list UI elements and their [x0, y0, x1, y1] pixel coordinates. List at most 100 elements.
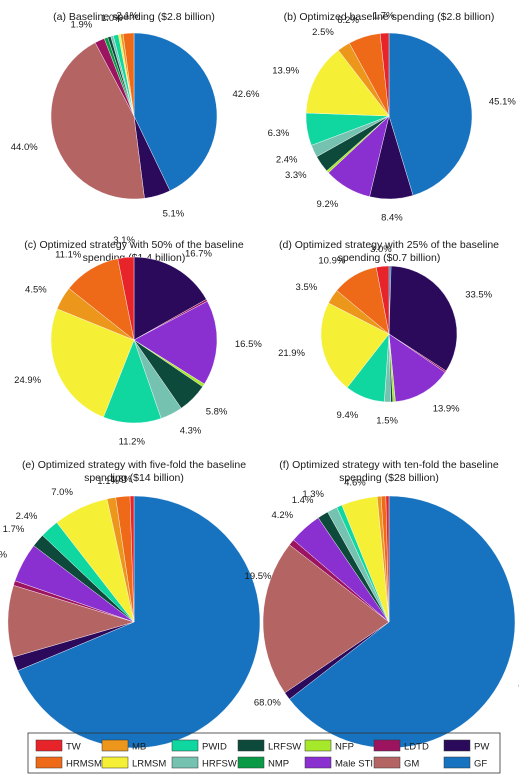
slice-label: 68.0%	[254, 697, 281, 708]
pie-slice-gf	[388, 32, 473, 196]
legend-label-nfp: NFP	[335, 742, 354, 753]
slice-label: 1.4%	[292, 495, 314, 506]
legend-label-male-sti: Male STI	[335, 759, 373, 770]
slice-label: 7.0%	[51, 487, 73, 498]
pie-slice-hrmsm	[122, 32, 135, 117]
slice-label: 1.0%	[101, 13, 123, 24]
legend-swatch-hrfsw	[171, 756, 199, 769]
legend-label-pwid: PWID	[202, 742, 227, 753]
pie-chart-4: (d) Optimized strategy with 25% of the b…	[278, 239, 499, 427]
slice-label: 13.9%	[433, 404, 460, 415]
legend-swatch-gm	[373, 756, 401, 769]
slice-label: 13.9%	[272, 65, 299, 76]
legend-label-hrmsm: HRMSM	[66, 759, 102, 770]
legend-swatch-mb	[101, 739, 129, 752]
pie-slice-tw	[375, 265, 390, 335]
legend: TW MB PWID LRFSW NFP LDTD PW HRMSM LRMSM HRFSW NMP…	[27, 732, 501, 774]
slice-label: 44.0%	[11, 142, 38, 153]
slice-label: 19.5%	[245, 571, 272, 582]
legend-label-pw: PW	[474, 742, 489, 753]
legend-swatch-lrfsw	[237, 739, 265, 752]
slice-label: 2.1%	[116, 11, 138, 22]
legend-box	[27, 732, 501, 774]
legend-swatch-nmp	[237, 756, 265, 769]
chart-title: spending ($14 billion)	[84, 472, 184, 484]
legend-swatch-pwid	[171, 739, 199, 752]
slice-label: 1.5%	[376, 416, 398, 427]
legend-swatch-pw	[443, 739, 471, 752]
slice-label: 3.3%	[285, 170, 307, 181]
slice-label: 4.2%	[271, 510, 293, 521]
chart-title: spending ($0.7 billion)	[338, 252, 441, 264]
slice-label: 6.3%	[268, 128, 290, 139]
pie-slice-lrmsm	[320, 302, 390, 388]
legend-label-mb: MB	[132, 742, 146, 753]
pie-slice-gf	[289, 495, 516, 749]
slice-label: 24.9%	[14, 375, 41, 386]
pie-chart-6: (f) Optimized strategy with ten-fold the…	[262, 459, 519, 749]
legend-swatch-hrmsm	[35, 756, 63, 769]
slice-label: 1.8%	[110, 474, 132, 485]
legend-swatch-tw	[35, 739, 63, 752]
pie-slice-gf	[133, 32, 218, 192]
pie-slice-gm	[262, 544, 390, 694]
slice-label: 11.2%	[119, 437, 146, 448]
legend-swatch-male-sti	[304, 756, 332, 769]
pie-slice-pw	[388, 265, 458, 372]
slice-label: 2.5%	[312, 27, 334, 38]
slice-label: 10.9%	[318, 255, 345, 266]
legend-swatch-gf	[443, 756, 471, 769]
slice-label: 11.1%	[55, 249, 82, 260]
slice-label: 1.9%	[71, 20, 93, 31]
pie-slice-gm	[50, 42, 145, 200]
pie-slice-male-sti	[388, 333, 446, 402]
legend-swatch-ldtd	[373, 739, 401, 752]
slice-label: 3.5%	[296, 282, 318, 293]
slice-label: 5.1%	[163, 208, 185, 219]
chart-title: (e) Optimized strategy with five-fold th…	[22, 459, 246, 471]
legend-label-nmp: NMP	[268, 759, 289, 770]
slice-label: 3.0%	[370, 244, 392, 255]
chart-title: (c) Optimized strategy with 50% of the b…	[24, 239, 244, 251]
pie-chart-5: (e) Optimized strategy with five-fold th…	[0, 459, 281, 749]
slice-label: 42.6%	[233, 89, 260, 100]
pie-chart-3: (c) Optimized strategy with 50% of the b…	[14, 235, 262, 448]
pie-slice-tw	[379, 32, 390, 117]
legend-label-gf: GF	[474, 759, 487, 770]
pie-slice-tw	[385, 495, 390, 623]
slice-label: 8.4%	[381, 213, 403, 224]
slice-label: 4.6%	[344, 478, 366, 489]
slice-label: 5.0%	[0, 550, 8, 561]
legend-label-tw: TW	[66, 742, 81, 753]
slice-label: 16.5%	[235, 339, 262, 350]
slice-label: 45.1%	[489, 97, 516, 108]
chart-title: (f) Optimized strategy with ten-fold the…	[279, 459, 499, 471]
chart-title: (d) Optimized strategy with 25% of the b…	[279, 239, 499, 251]
slice-label: 21.9%	[278, 348, 305, 359]
slice-label: 1.7%	[3, 524, 25, 535]
slice-label: 6.2%	[337, 15, 359, 26]
legend-label-ldtd: LDTD	[404, 742, 429, 753]
pie-slice-tw	[129, 495, 135, 623]
slice-label: 1.3%	[302, 489, 324, 500]
pie-chart-1: (a) Baseline spending ($2.8 billion) 42.6…	[11, 11, 260, 220]
slice-label: 1.7%	[373, 11, 395, 22]
slice-label: 4.5%	[25, 285, 47, 296]
slice-label: 2.4%	[276, 154, 298, 165]
chart-title: (a) Baseline spending ($2.8 billion)	[53, 11, 215, 23]
slice-label: 33.5%	[465, 290, 492, 301]
pie-slice-pw	[133, 256, 207, 341]
pie-slice-lrmsm	[305, 49, 390, 117]
legend-label-hrfsw: HRFSW	[202, 759, 237, 770]
slice-label: 5.8%	[206, 407, 228, 418]
slice-label: 4.3%	[180, 426, 202, 437]
slice-label: 1.1%	[97, 476, 119, 487]
slice-label: 16.7%	[185, 248, 212, 259]
pie-chart-2: (b) Optimized baseline spending ($2.8 bi…	[268, 11, 517, 224]
chart-title: (b) Optimized baseline spending ($2.8 bi…	[284, 11, 495, 23]
pie-slice-tw	[117, 256, 135, 341]
pie-slice-lrmsm	[50, 308, 135, 418]
slice-label: 9.2%	[317, 199, 339, 210]
